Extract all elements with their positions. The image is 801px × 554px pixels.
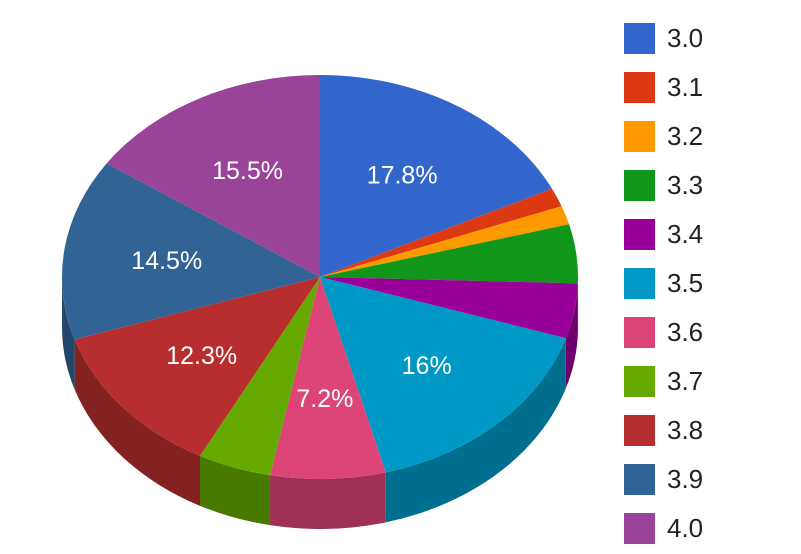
- legend-label: 3.0: [667, 23, 704, 53]
- pie-side-3-5: [385, 338, 566, 523]
- pie-label-3-0: 17.8%: [367, 161, 438, 189]
- legend-label: 4.0: [667, 513, 704, 543]
- pie-slice-3-4[interactable]: [320, 277, 578, 339]
- legend-item-3-7[interactable]: 3.7: [624, 357, 703, 406]
- legend-item-3-4[interactable]: 3.4: [624, 210, 703, 259]
- pie-slice-3-8[interactable]: [74, 277, 321, 456]
- pie-label-3-9: 14.5%: [131, 247, 202, 275]
- pie-chart-canvas: 17.8% 16% 7.2% 12.3% 14.5% 15.5%: [61, 74, 578, 529]
- pie-side-3-6: [270, 472, 386, 529]
- legend-swatch: [624, 464, 655, 495]
- pie-slice-3-5[interactable]: [320, 277, 566, 473]
- legend-swatch: [624, 366, 655, 397]
- legend-item-3-1[interactable]: 3.1: [624, 63, 703, 112]
- legend-label: 3.5: [667, 268, 704, 298]
- pie-slice-3-7[interactable]: [199, 277, 320, 476]
- pie-side-3-4: [565, 283, 578, 389]
- legend-item-3-3[interactable]: 3.3: [624, 161, 703, 210]
- pie-side-3-8: [74, 339, 200, 506]
- legend-swatch: [624, 121, 655, 152]
- legend-item-3-0[interactable]: 3.0: [624, 14, 703, 63]
- legend-item-3-2[interactable]: 3.2: [624, 112, 703, 161]
- legend-label: 3.3: [667, 170, 704, 200]
- legend-item-3-9[interactable]: 3.9: [624, 455, 703, 504]
- legend-swatch: [624, 513, 655, 544]
- legend-swatch: [624, 170, 655, 201]
- pie-slice-4-0[interactable]: [106, 74, 320, 277]
- legend-label: 3.8: [667, 415, 704, 445]
- pie-slice-3-6[interactable]: [270, 277, 386, 479]
- pie-chart: 17.8% 16% 7.2% 12.3% 14.5% 15.5%: [61, 74, 578, 529]
- legend-swatch: [624, 317, 655, 348]
- legend-label: 3.1: [667, 72, 704, 102]
- legend-swatch: [624, 72, 655, 103]
- pie-label-3-8: 12.3%: [166, 342, 237, 370]
- legend-swatch: [624, 268, 655, 299]
- pie-side-3-7: [199, 455, 271, 526]
- pie-label-4-0: 15.5%: [212, 157, 283, 185]
- pie-top-slices: [61, 74, 578, 479]
- legend: 3.0 3.1 3.2 3.3 3.4 3.5 3.6 3.7 3.8 3.9 …: [624, 14, 703, 553]
- legend-swatch: [624, 23, 655, 54]
- legend-swatch: [624, 415, 655, 446]
- pie-slice-3-9[interactable]: [61, 163, 320, 340]
- pie-data-labels: 17.8% 16% 7.2% 12.3% 14.5% 15.5%: [131, 157, 451, 413]
- legend-item-3-8[interactable]: 3.8: [624, 406, 703, 455]
- pie-slice-3-1[interactable]: [320, 188, 562, 277]
- pie-slice-3-2[interactable]: [320, 206, 570, 277]
- legend-item-3-6[interactable]: 3.6: [624, 308, 703, 357]
- legend-label: 3.4: [667, 219, 704, 249]
- legend-label: 3.2: [667, 121, 704, 151]
- pie-side-3-9: [62, 277, 75, 390]
- pie-slice-3-3[interactable]: [320, 224, 578, 284]
- legend-swatch: [624, 219, 655, 250]
- pie-side-walls: [62, 277, 578, 529]
- legend-item-3-5[interactable]: 3.5: [624, 259, 703, 308]
- legend-item-4-0[interactable]: 4.0: [624, 504, 703, 553]
- pie-label-3-6: 7.2%: [296, 385, 353, 413]
- legend-label: 3.9: [667, 464, 704, 494]
- pie-slice-3-0[interactable]: [320, 75, 553, 277]
- legend-label: 3.6: [667, 317, 704, 347]
- legend-label: 3.7: [667, 366, 704, 396]
- pie-label-3-5: 16%: [402, 352, 452, 380]
